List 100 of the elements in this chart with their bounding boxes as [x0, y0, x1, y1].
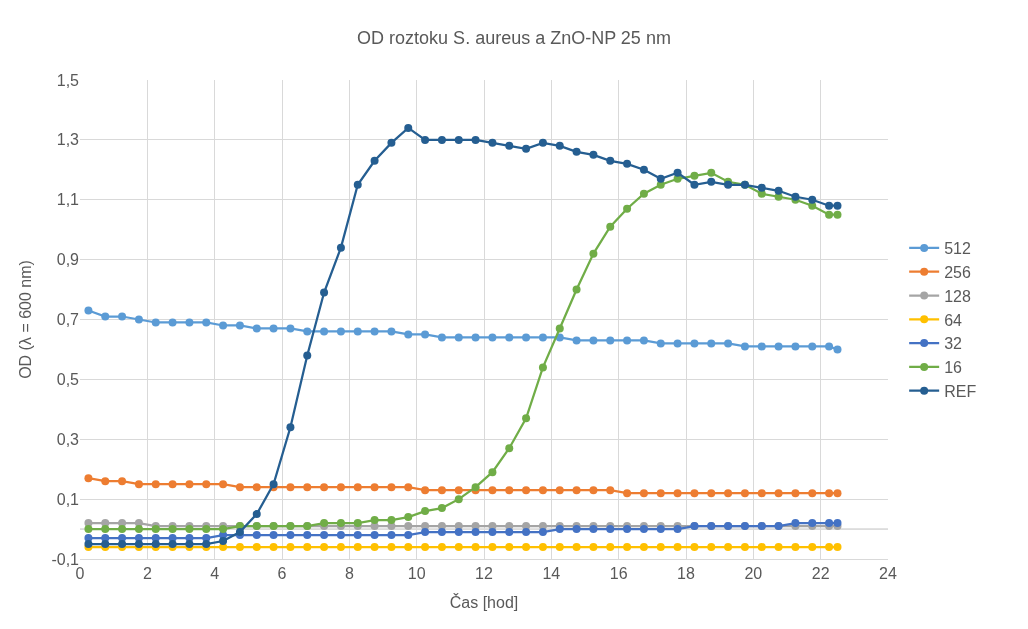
- point: [757, 183, 766, 192]
- point: [488, 333, 497, 342]
- y-tick-label: 0,5: [56, 370, 80, 388]
- y-axis-title: OD (λ = 600 nm): [17, 260, 35, 379]
- point: [202, 480, 211, 489]
- legend-label: 16: [944, 359, 963, 377]
- x-tick-label: 24: [879, 565, 897, 583]
- x-tick-label: 14: [542, 565, 561, 583]
- point: [101, 525, 110, 534]
- point: [454, 333, 463, 342]
- point: [387, 138, 396, 147]
- point: [623, 336, 632, 345]
- point: [740, 543, 749, 552]
- point: [589, 150, 598, 159]
- x-axis-title: Čas [hod]: [449, 592, 519, 611]
- point: [437, 504, 446, 513]
- point: [724, 489, 733, 498]
- point: [690, 339, 699, 348]
- point: [454, 486, 463, 495]
- point: [320, 531, 329, 540]
- point: [505, 486, 514, 495]
- point: [538, 528, 547, 537]
- point: [404, 522, 413, 531]
- point: [252, 531, 261, 540]
- point: [168, 480, 177, 489]
- point: [757, 543, 766, 552]
- point: [825, 489, 834, 498]
- point: [353, 531, 362, 540]
- point: [118, 525, 127, 534]
- point: [437, 528, 446, 537]
- point: [84, 525, 93, 534]
- point: [151, 480, 160, 489]
- point: [774, 543, 783, 552]
- point: [522, 486, 531, 495]
- point: [757, 489, 766, 498]
- point: [606, 486, 615, 495]
- legend-label: 64: [944, 311, 963, 329]
- point: [488, 468, 497, 477]
- point: [286, 531, 295, 540]
- legend-label: 32: [944, 335, 963, 353]
- point: [707, 168, 716, 177]
- point: [387, 516, 396, 525]
- point: [572, 285, 581, 294]
- point: [336, 327, 345, 336]
- point: [707, 177, 716, 186]
- point: [421, 528, 430, 537]
- point: [505, 528, 514, 537]
- point: [219, 321, 228, 330]
- point: [320, 483, 329, 492]
- x-tick-label: 18: [677, 565, 695, 583]
- point: [235, 321, 244, 330]
- point: [555, 141, 564, 150]
- point: [791, 489, 800, 498]
- point: [673, 339, 682, 348]
- point: [134, 525, 143, 534]
- point: [320, 288, 329, 297]
- point: [656, 543, 665, 552]
- point: [707, 489, 716, 498]
- point: [437, 333, 446, 342]
- point: [421, 486, 430, 495]
- point: [370, 543, 379, 552]
- point: [538, 138, 547, 147]
- point: [774, 186, 783, 195]
- point: [740, 489, 749, 498]
- x-tick-label: 10: [407, 565, 426, 583]
- point: [454, 495, 463, 504]
- point: [185, 480, 194, 489]
- point: [505, 141, 514, 150]
- point: [185, 318, 194, 327]
- legend-label: 128: [944, 287, 971, 305]
- point: [673, 489, 682, 498]
- point: [833, 345, 842, 354]
- legend-label: 512: [944, 240, 971, 258]
- y-tick-label: 1,1: [56, 191, 80, 209]
- point: [555, 486, 564, 495]
- point: [421, 543, 430, 552]
- point: [336, 483, 345, 492]
- point: [522, 543, 531, 552]
- point: [623, 543, 632, 552]
- point: [202, 318, 211, 327]
- point: [437, 135, 446, 144]
- point: [522, 528, 531, 537]
- point: [606, 156, 615, 165]
- point: [320, 327, 329, 336]
- point: [421, 507, 430, 516]
- point: [690, 171, 699, 180]
- point: [286, 483, 295, 492]
- point: [555, 324, 564, 333]
- point: [589, 543, 598, 552]
- point: [690, 180, 699, 189]
- point: [134, 480, 143, 489]
- point: [555, 543, 564, 552]
- point: [833, 543, 842, 552]
- point: [387, 543, 396, 552]
- point: [690, 489, 699, 498]
- y-tick-label: 1,3: [56, 131, 80, 149]
- point: [623, 159, 632, 168]
- point: [387, 327, 396, 336]
- point: [404, 543, 413, 552]
- point: [286, 324, 295, 333]
